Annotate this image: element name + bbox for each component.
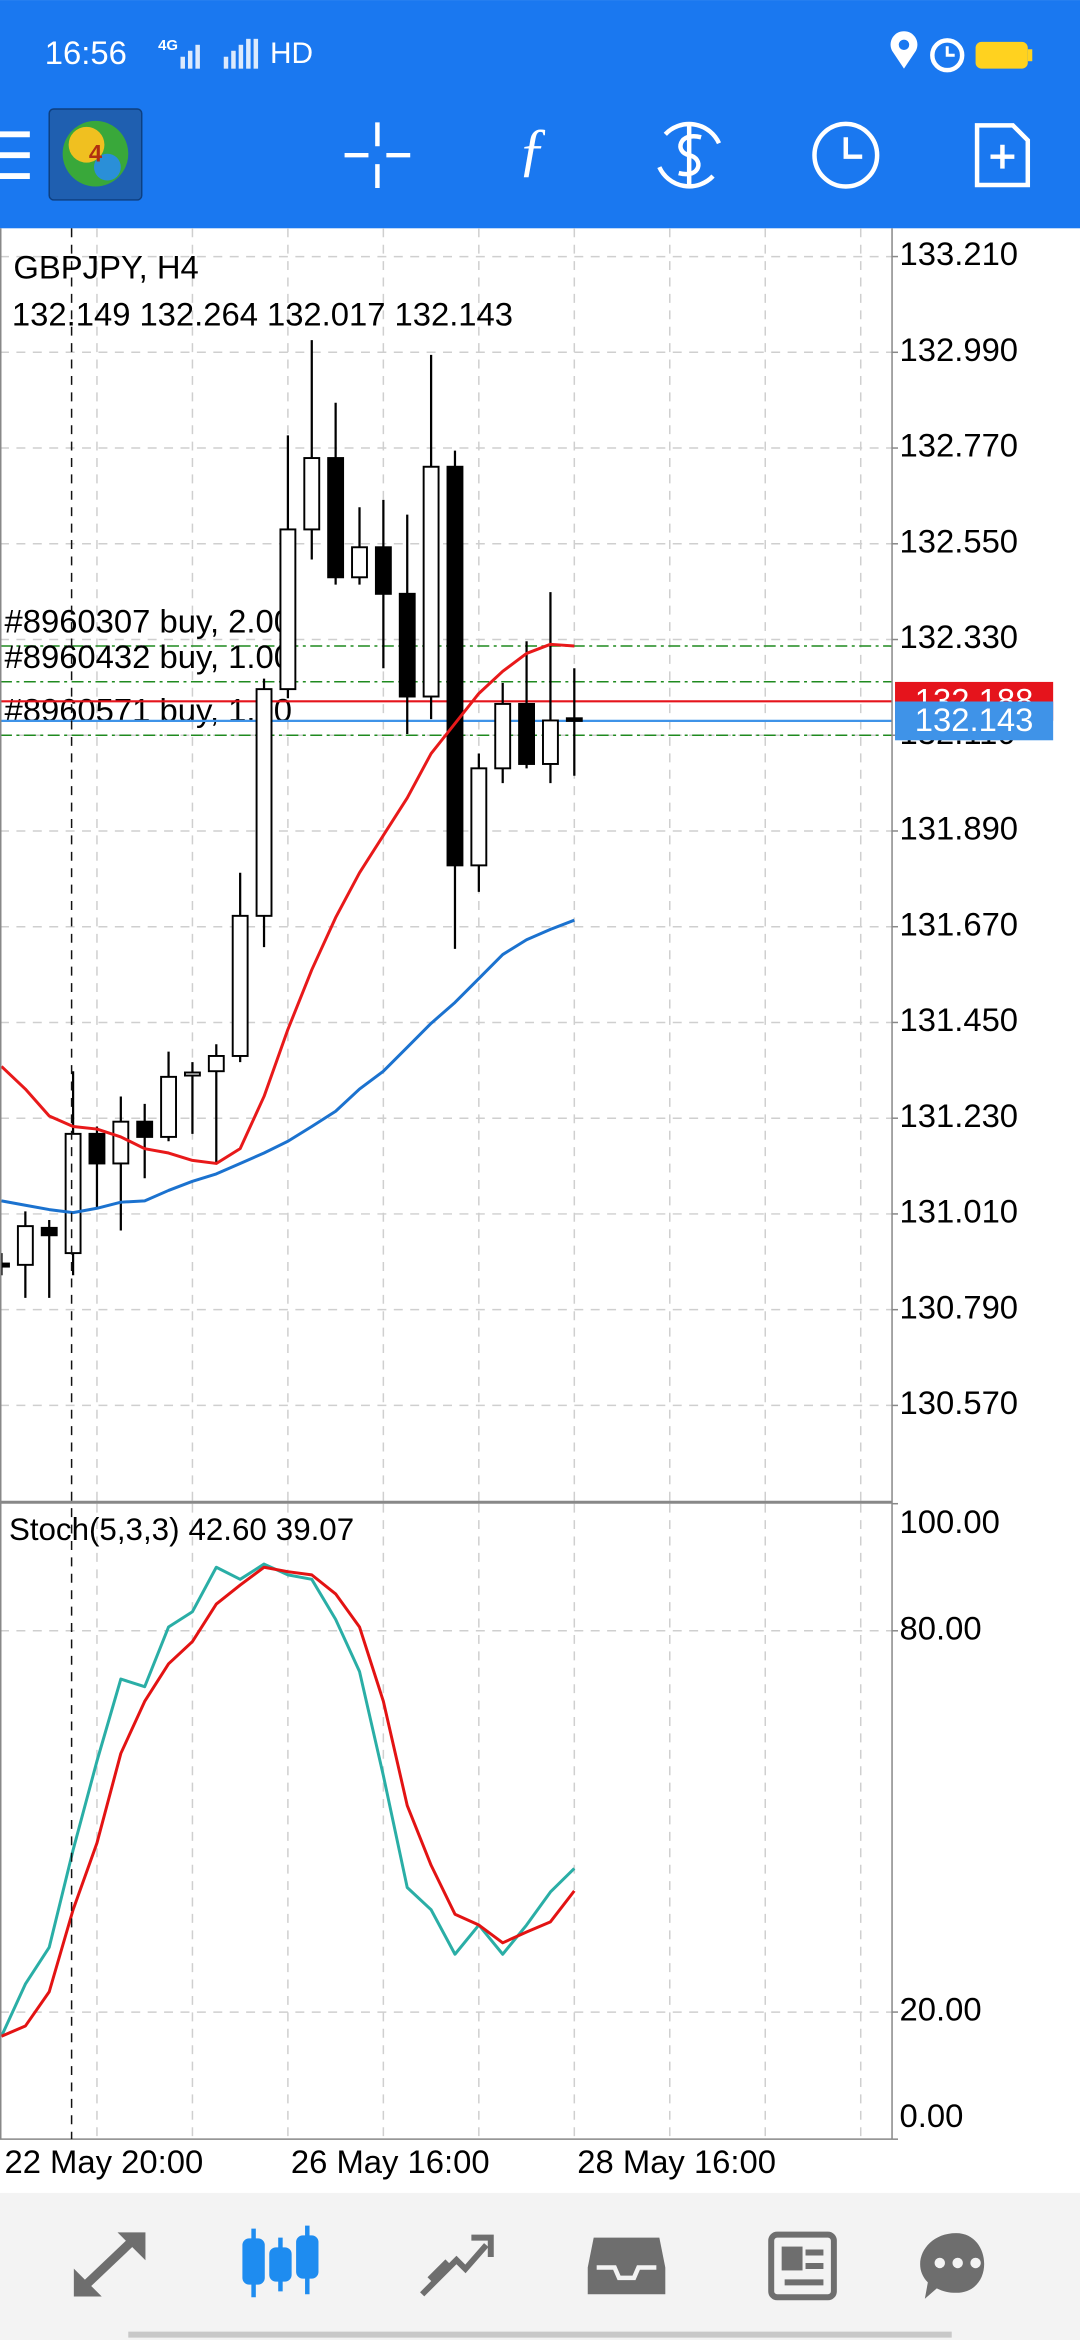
- order-label: #8960432 buy, 1.00: [4, 638, 292, 675]
- y-tick-label: 131.890: [900, 810, 1019, 847]
- mt4-logo[interactable]: 4: [48, 108, 143, 201]
- y-tick-label: 130.570: [900, 1384, 1019, 1421]
- candle-body: [470, 767, 488, 867]
- stoch-line: [0, 1565, 576, 2038]
- stoch-label: Stoch(5,3,3): [9, 1512, 180, 1547]
- candle-body: [565, 717, 583, 722]
- candle-body: [112, 1120, 130, 1165]
- candle-body: [136, 1120, 154, 1138]
- candle-body: [303, 457, 321, 531]
- status-time: 16:56: [45, 34, 127, 71]
- y-tick-label: 131.010: [900, 1193, 1019, 1230]
- candle-body: [518, 702, 536, 765]
- y-tick-label: 0.00: [900, 2097, 964, 2134]
- crosshair-button[interactable]: [344, 122, 411, 189]
- candle-body: [231, 914, 249, 1057]
- candle-body: [255, 688, 273, 917]
- svg-text:4: 4: [89, 140, 103, 167]
- candle-body: [494, 702, 512, 770]
- y-tick-label: 131.230: [900, 1097, 1019, 1134]
- nav-chart[interactable]: [242, 2225, 319, 2298]
- candle-body: [16, 1225, 34, 1266]
- status-icons: [890, 31, 1033, 73]
- y-tick-label: 132.990: [900, 331, 1019, 368]
- chart-area: 133.210 132.990 132.770 132.550 132.330 132.1…: [0, 228, 1054, 2180]
- ohlc-open: 132.149: [12, 295, 131, 332]
- symbol-label: GBPJPY, H4: [13, 249, 198, 286]
- candle-body: [160, 1075, 177, 1138]
- ohlc-close: 132.143: [394, 295, 513, 332]
- menu-button[interactable]: [0, 131, 30, 180]
- status-network: 4G: [158, 38, 178, 54]
- y-tick-label: 20.00: [900, 1991, 982, 2028]
- timeframe-button[interactable]: [812, 121, 880, 189]
- candle-body: [184, 1071, 201, 1077]
- candle-body: [351, 546, 368, 579]
- order-label: #8960307 buy, 2.00: [4, 602, 292, 639]
- ohlc-high: 132.264: [139, 295, 258, 332]
- new-order-button[interactable]: [974, 123, 1031, 188]
- stoch-signal: 39.07: [276, 1512, 354, 1547]
- candle-body: [327, 457, 345, 579]
- bottom-nav: [0, 2192, 1080, 2340]
- y-tick-label: 131.670: [900, 905, 1019, 942]
- y-tick-label: 133.210: [900, 235, 1019, 272]
- order-label: #8960571 buy, 1.00: [4, 692, 292, 729]
- nav-quotes[interactable]: [73, 2232, 146, 2297]
- status-hd: HD: [270, 37, 313, 70]
- price-tag: [895, 701, 1054, 741]
- candle-body: [88, 1132, 106, 1165]
- price-tag-label: 132.143: [915, 701, 1034, 738]
- moving-average: [0, 642, 575, 1165]
- y-tick-label: 132.770: [900, 427, 1019, 464]
- x-tick-label: 26 May 16:00: [291, 2143, 490, 2180]
- y-tick-label: 132.550: [900, 522, 1019, 559]
- ohlc-readout: 132.149 132.264 132.017 132.143: [12, 295, 513, 332]
- candle-body: [398, 592, 416, 698]
- candle-body: [542, 719, 559, 765]
- ohlc-low: 132.017: [267, 295, 386, 332]
- nav-news[interactable]: [768, 2231, 837, 2301]
- candle-body: [207, 1055, 225, 1073]
- app-bar: [0, 0, 1080, 229]
- candle-body: [279, 528, 297, 691]
- y-tick-label: 132.330: [900, 618, 1019, 655]
- moving-average: [1, 918, 575, 1215]
- y-tick-label: 100.00: [900, 1503, 1000, 1540]
- y-tick-label: 80.00: [900, 1609, 982, 1646]
- candle-body: [374, 546, 392, 595]
- trade-button[interactable]: [657, 121, 722, 189]
- nav-chat[interactable]: [920, 2233, 985, 2299]
- candle-body: [64, 1132, 82, 1255]
- nav-trade[interactable]: [420, 2234, 494, 2297]
- candle-body: [40, 1226, 58, 1237]
- x-tick-label: 28 May 16:00: [577, 2143, 776, 2180]
- stoch-readout: Stoch(5,3,3) 42.60 39.07: [9, 1512, 354, 1547]
- x-tick-label: 22 May 20:00: [4, 2143, 203, 2180]
- y-tick-label: 130.790: [900, 1288, 1019, 1325]
- stoch-main: 42.60: [188, 1512, 266, 1547]
- signal-icon: [180, 38, 259, 69]
- candle-body: [422, 465, 440, 698]
- candle-body: [446, 465, 464, 867]
- indicators-button[interactable]: ƒ: [518, 116, 548, 182]
- nav-history[interactable]: [587, 2237, 666, 2295]
- y-tick-label: 131.450: [900, 1001, 1019, 1038]
